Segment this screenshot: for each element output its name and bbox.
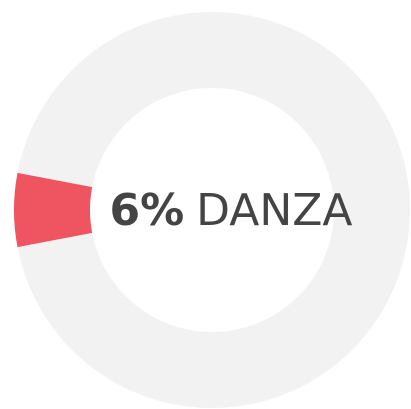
category-label: DANZA <box>196 185 352 236</box>
center-label: 6% DANZA <box>109 185 352 236</box>
slice <box>13 172 93 248</box>
slice <box>17 11 411 408</box>
donut <box>13 11 411 408</box>
value-label: 6% <box>109 185 184 236</box>
